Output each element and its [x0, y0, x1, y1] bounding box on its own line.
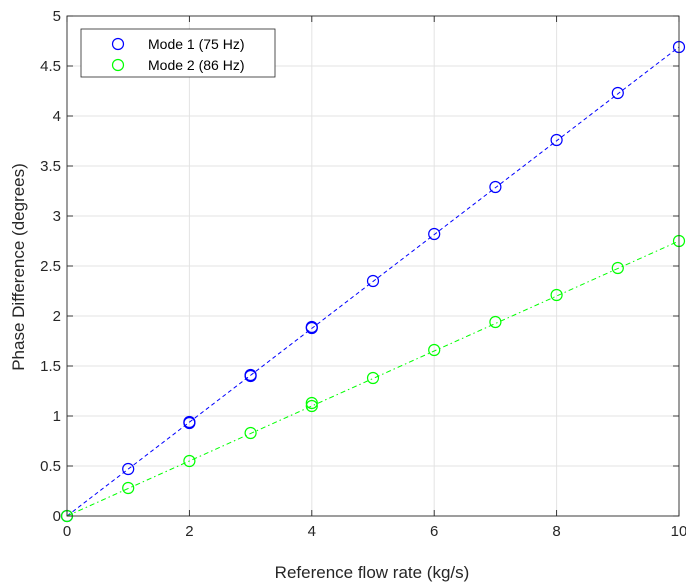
legend-marker-mode-2	[111, 58, 125, 72]
fit-line-mode-2	[66, 240, 680, 517]
x-axis-label: Reference flow rate (kg/s)	[275, 563, 470, 582]
data-point-mode-1	[122, 462, 135, 476]
y-tick-label: 4	[53, 108, 61, 125]
y-tick-label: 0	[53, 508, 61, 525]
data-point-mode-1	[550, 133, 563, 147]
data-point-mode-2	[244, 426, 257, 440]
y-axis-label: Phase Difference (degrees)	[9, 163, 28, 371]
data-point-mode-1	[489, 180, 502, 194]
grid-layer	[67, 16, 679, 516]
fit-lines	[66, 46, 680, 517]
data-point-mode-2	[366, 371, 380, 385]
data-point-mode-1	[611, 86, 624, 100]
legend-label-mode-1: Mode 1 (75 Hz)	[148, 36, 244, 52]
x-tick-label: 4	[308, 523, 316, 540]
y-tick-label: 1	[53, 408, 61, 425]
data-point-mode-1	[428, 227, 441, 241]
y-tick-label: 1.5	[40, 358, 61, 375]
data-point-mode-2	[428, 343, 441, 357]
legend-label-mode-2: Mode 2 (86 Hz)	[148, 57, 244, 73]
data-point-mode-2	[305, 399, 318, 413]
axes	[66, 15, 680, 517]
x-tick-label: 10	[671, 523, 686, 540]
legend-marker-mode-1	[111, 37, 125, 51]
y-tick-label: 3.5	[40, 158, 61, 175]
x-tick-label: 8	[552, 523, 560, 540]
data-point-mode-1	[305, 321, 318, 335]
x-tick-label: 6	[430, 523, 438, 540]
x-tick-label: 0	[63, 523, 71, 540]
data-point-mode-2	[550, 288, 563, 302]
tick-labels: 0 2 4 6 8 10 0 0.5 1 1.5 2 2.5 3 3.5 4 4.5 5	[40, 8, 686, 540]
data-point-mode-2	[489, 315, 502, 329]
data-point-mode-1	[366, 274, 380, 288]
data-point-mode-2	[122, 481, 135, 495]
y-tick-label: 2.5	[40, 258, 61, 275]
data-point-mode-1	[244, 369, 257, 383]
fit-line-mode-1	[66, 46, 680, 517]
y-tick-label: 0.5	[40, 458, 61, 475]
y-tick-label: 3	[53, 208, 61, 225]
y-tick-label: 4.5	[40, 58, 61, 75]
x-tick-label: 2	[185, 523, 193, 540]
y-tick-label: 5	[53, 8, 61, 25]
y-tick-label: 2	[53, 308, 61, 325]
data-point-mode-2	[611, 261, 624, 275]
data-point-mode-2	[183, 454, 196, 468]
data-point-mode-1	[183, 416, 196, 430]
legend-box	[80, 28, 276, 78]
data-point-mode-2	[305, 396, 318, 410]
legend: Mode 1 (75 Hz) Mode 2 (86 Hz)	[80, 28, 276, 78]
